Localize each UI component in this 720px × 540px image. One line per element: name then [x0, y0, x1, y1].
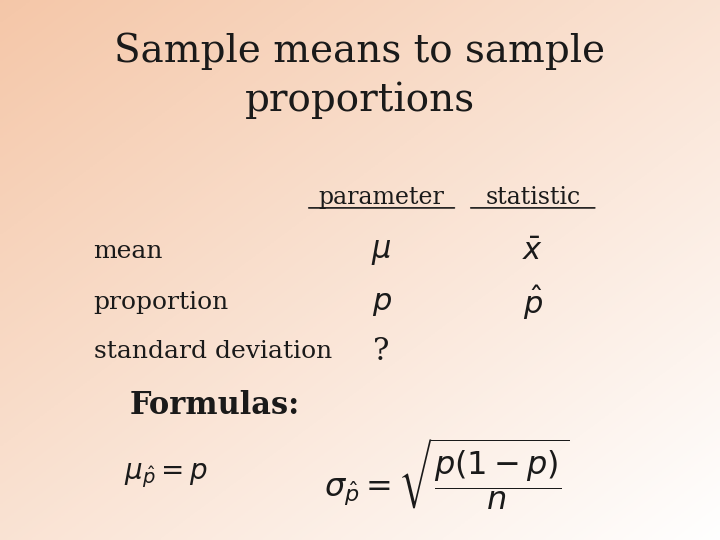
Text: proportion: proportion: [94, 291, 229, 314]
Text: $\sigma_{\hat{p}} = \sqrt{\dfrac{p(1-p)}{n}}$: $\sigma_{\hat{p}} = \sqrt{\dfrac{p(1-p)}…: [324, 437, 569, 513]
Text: Sample means to sample: Sample means to sample: [114, 32, 606, 70]
Text: parameter: parameter: [319, 186, 444, 208]
Text: ?: ?: [374, 335, 390, 367]
Text: $\hat{p}$: $\hat{p}$: [523, 284, 543, 321]
Text: $\mu$: $\mu$: [372, 235, 392, 267]
Text: Formulas:: Formulas:: [130, 389, 300, 421]
Text: $p$: $p$: [372, 287, 392, 318]
Text: $\bar{x}$: $\bar{x}$: [522, 235, 544, 267]
Text: statistic: statistic: [485, 186, 580, 208]
Text: mean: mean: [94, 240, 163, 262]
Text: proportions: proportions: [245, 81, 475, 119]
Text: standard deviation: standard deviation: [94, 340, 332, 362]
Text: $\mu_{\hat{p}} = p$: $\mu_{\hat{p}} = p$: [124, 461, 207, 489]
